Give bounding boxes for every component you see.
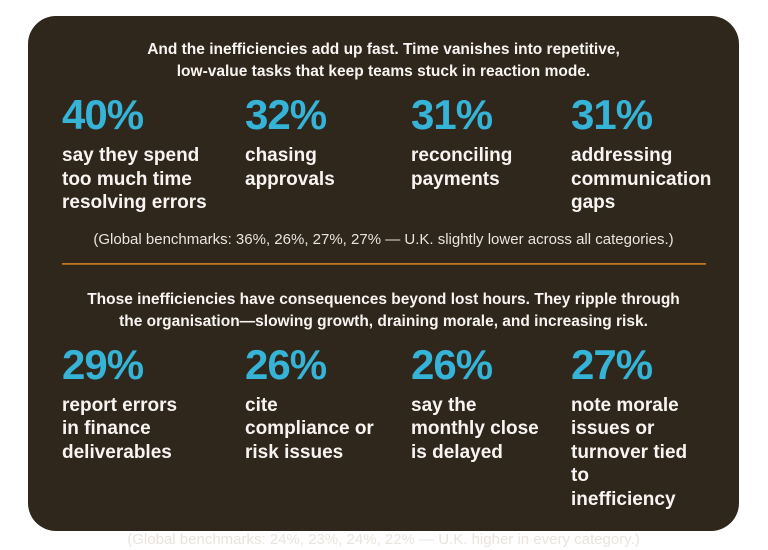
stat-value: 31% <box>411 91 493 138</box>
section2-stats-row: 29% report errors in finance deliverable… <box>62 340 705 512</box>
stat-label: note morale issues or turnover tied to i… <box>571 394 688 510</box>
stat-label: cite compliance or risk issues <box>245 394 374 463</box>
stat-morale-turnover: 27% note morale issues or turnover tied … <box>571 340 705 512</box>
stat-value: 31% <box>571 91 653 138</box>
stat-resolving-errors: 40% say they spend too much time resolvi… <box>62 92 245 215</box>
stat-monthly-close-delayed: 26% say the monthly close is delayed <box>411 340 571 512</box>
stat-value: 29% <box>62 340 144 388</box>
section-divider <box>62 262 706 265</box>
stat-compliance-risk: 26% cite compliance or risk issues <box>245 340 411 512</box>
section1-intro-text: And the inefficiencies add up fast. Time… <box>147 41 620 80</box>
section1-benchmark-note: (Global benchmarks: 36%, 26%, 27%, 27% —… <box>93 230 674 248</box>
stat-reconciling-payments: 31% reconciling payments <box>411 92 571 215</box>
section2-intro-text: Those inefficiencies have consequences b… <box>87 290 680 330</box>
section2-benchmark-note: (Global benchmarks: 24%, 23%, 24%, 22% —… <box>127 531 640 548</box>
stat-value: 27% <box>571 340 653 388</box>
stat-label: chasing approvals <box>245 145 335 190</box>
stat-value: 32% <box>245 91 327 138</box>
stat-label: say they spend too much time resolving e… <box>62 145 207 213</box>
stat-label: reconciling payments <box>411 145 513 190</box>
stat-value: 26% <box>411 340 493 388</box>
infographic-card: And the inefficiencies add up fast. Time… <box>28 16 739 548</box>
stat-label: addressing communication gaps <box>571 145 712 213</box>
stat-chasing-approvals: 32% chasing approvals <box>245 92 411 215</box>
stat-label: report errors in finance deliverables <box>62 394 178 463</box>
stat-finance-errors: 29% report errors in finance deliverable… <box>62 340 245 512</box>
stat-label: say the monthly close is delayed <box>411 394 539 463</box>
stat-communication-gaps: 31% addressing communication gaps <box>571 92 711 215</box>
stat-value: 40% <box>62 91 144 138</box>
stat-value: 26% <box>245 340 327 388</box>
section1-stats-row: 40% say they spend too much time resolvi… <box>62 92 711 215</box>
